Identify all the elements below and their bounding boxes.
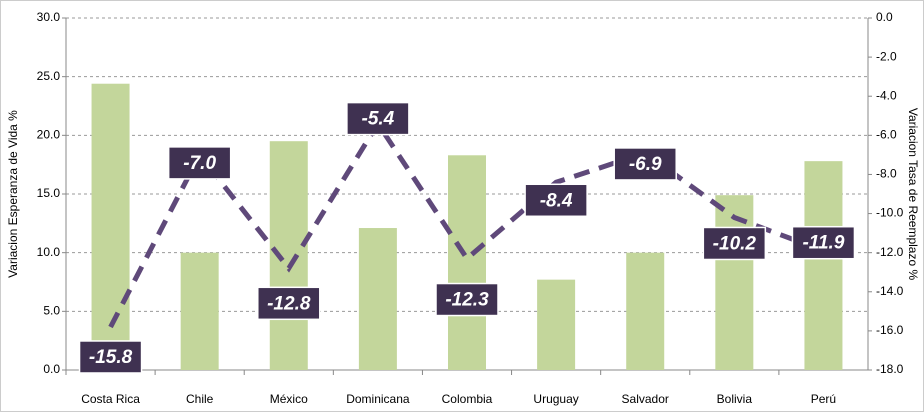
- y-tick-label: 0.0: [43, 362, 60, 376]
- y2-tick-label: -14.0: [876, 284, 904, 298]
- y-axis-title: Variacion Esperanza de Vida %: [6, 110, 20, 278]
- x-tick-label: Dominicana: [346, 392, 410, 406]
- bar: [804, 161, 843, 370]
- data-label-text: -8.4: [540, 190, 573, 211]
- bar: [626, 252, 665, 370]
- data-label: -12.8: [257, 286, 321, 321]
- data-label: -11.9: [791, 225, 856, 260]
- data-label-box: [613, 147, 677, 181]
- y2-axis-title: Variacion Tasa de Reemplazo %: [906, 108, 920, 281]
- y-tick-label: 25.0: [37, 69, 61, 83]
- data-label: -5.4: [346, 101, 410, 136]
- x-tick-label: México: [270, 392, 308, 406]
- x-tick-label: Bolivia: [717, 392, 753, 406]
- data-label: -7.0: [167, 146, 232, 180]
- x-tick-label: Colombia: [442, 392, 493, 406]
- data-label-box: [78, 340, 143, 374]
- data-label-box: [167, 146, 232, 180]
- y2-tick-label: -2.0: [876, 49, 897, 63]
- data-label-box: [435, 282, 499, 317]
- bar: [537, 279, 576, 370]
- data-label-box: [346, 101, 410, 136]
- data-label-box: [791, 225, 856, 260]
- data-label: -10.2: [702, 226, 767, 261]
- y2-tick-label: -4.0: [876, 88, 897, 102]
- data-label-text: -6.9: [629, 154, 662, 175]
- data-label: -8.4: [524, 183, 588, 218]
- y2-tick-label: -6.0: [876, 128, 897, 142]
- y2-tick-label: -12.0: [876, 245, 904, 259]
- x-tick-label: Chile: [186, 392, 214, 406]
- data-label: -12.3: [435, 282, 499, 317]
- y-tick-label: 20.0: [37, 128, 61, 142]
- data-label-box: [702, 226, 767, 261]
- bar: [715, 195, 754, 370]
- x-tick-label: Uruguay: [533, 392, 578, 406]
- data-label-text: -11.9: [802, 233, 844, 254]
- y-tick-label: 10.0: [37, 245, 61, 259]
- bar: [180, 252, 219, 370]
- bar: [269, 141, 308, 370]
- y-tick-label: 30.0: [37, 10, 61, 24]
- x-tick-label: Salvador: [622, 392, 669, 406]
- data-label-text: -10.2: [713, 233, 757, 254]
- y-tick-label: 15.0: [37, 186, 61, 200]
- y2-tick-label: -8.0: [876, 167, 897, 181]
- data-label-text: -12.3: [445, 290, 489, 311]
- data-label-box: [524, 183, 588, 218]
- data-label-box: [257, 286, 321, 321]
- bar: [448, 155, 486, 370]
- bar: [358, 228, 397, 370]
- data-label-text: -12.8: [267, 293, 311, 314]
- bar: [91, 83, 130, 370]
- y2-tick-label: -16.0: [876, 323, 904, 337]
- y2-tick-label: 0.0: [876, 10, 893, 24]
- data-label: -15.8: [78, 340, 143, 374]
- data-label-text: -5.4: [362, 109, 395, 130]
- x-tick-label: Costa Rica: [81, 392, 140, 406]
- data-label: -6.9: [613, 147, 677, 181]
- data-label-text: -7.0: [183, 153, 216, 174]
- data-label-text: -15.8: [89, 347, 133, 368]
- x-tick-label: Perú: [811, 392, 836, 406]
- y2-tick-label: -18.0: [876, 362, 904, 376]
- y2-tick-label: -10.0: [876, 206, 904, 220]
- y-tick-label: 5.0: [43, 304, 60, 318]
- line: [108, 118, 825, 329]
